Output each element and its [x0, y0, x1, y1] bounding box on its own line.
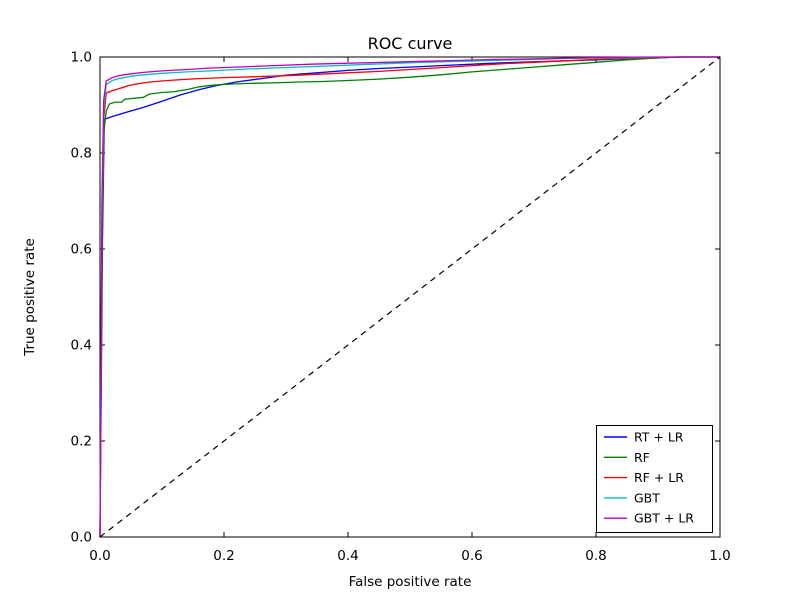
reference-line: [99, 56, 721, 538]
y-tick-labels: 0.0 0.2 0.4 0.6 0.8 1.0: [71, 50, 92, 546]
legend-item: RF + LR: [604, 470, 684, 485]
x-tick-labels: 0.0 0.2 0.4 0.6 0.8 1.0: [89, 548, 730, 564]
legend-item-label: RF + LR: [634, 470, 684, 485]
chance-diagonal: [99, 56, 721, 538]
legend-item: RT + LR: [604, 430, 684, 445]
legend-item: GBT: [604, 490, 660, 505]
x-tick-label: 0.8: [585, 548, 606, 564]
y-tick-label: 0.4: [71, 338, 92, 354]
series-line-gbt-lr: [99, 56, 720, 538]
legend: RT + LR RF RF + LR GBT GBT + LR: [596, 425, 713, 533]
y-tick-label: 1.0: [71, 50, 92, 66]
chart-title: ROC curve: [368, 34, 453, 53]
x-tick-label: 0.0: [89, 548, 110, 564]
plot-frame: [99, 56, 721, 538]
series-lines: [99, 56, 720, 538]
y-tick-label: 0.8: [71, 146, 92, 162]
x-axis-label: False positive rate: [349, 574, 472, 590]
y-tick-label: 0.0: [71, 530, 92, 546]
series-line-rf-lr: [99, 56, 720, 538]
series-line-rf: [99, 56, 720, 538]
legend-item-label: GBT: [634, 490, 660, 505]
y-axis-label: True positive rate: [22, 238, 38, 357]
legend-item-label: GBT + LR: [634, 511, 694, 526]
x-tick-label: 1.0: [709, 548, 730, 564]
legend-item-label: RF: [634, 450, 650, 465]
legend-item: GBT + LR: [604, 511, 694, 526]
x-tick-label: 0.4: [337, 548, 358, 564]
legend-item: RF: [604, 450, 650, 465]
y-tick-label: 0.2: [71, 434, 92, 450]
legend-item-label: RT + LR: [634, 430, 684, 445]
x-tick-label: 0.6: [461, 548, 482, 564]
legend-box: [596, 425, 713, 533]
y-tick-label: 0.6: [71, 242, 92, 258]
x-tick-label: 0.2: [213, 548, 234, 564]
